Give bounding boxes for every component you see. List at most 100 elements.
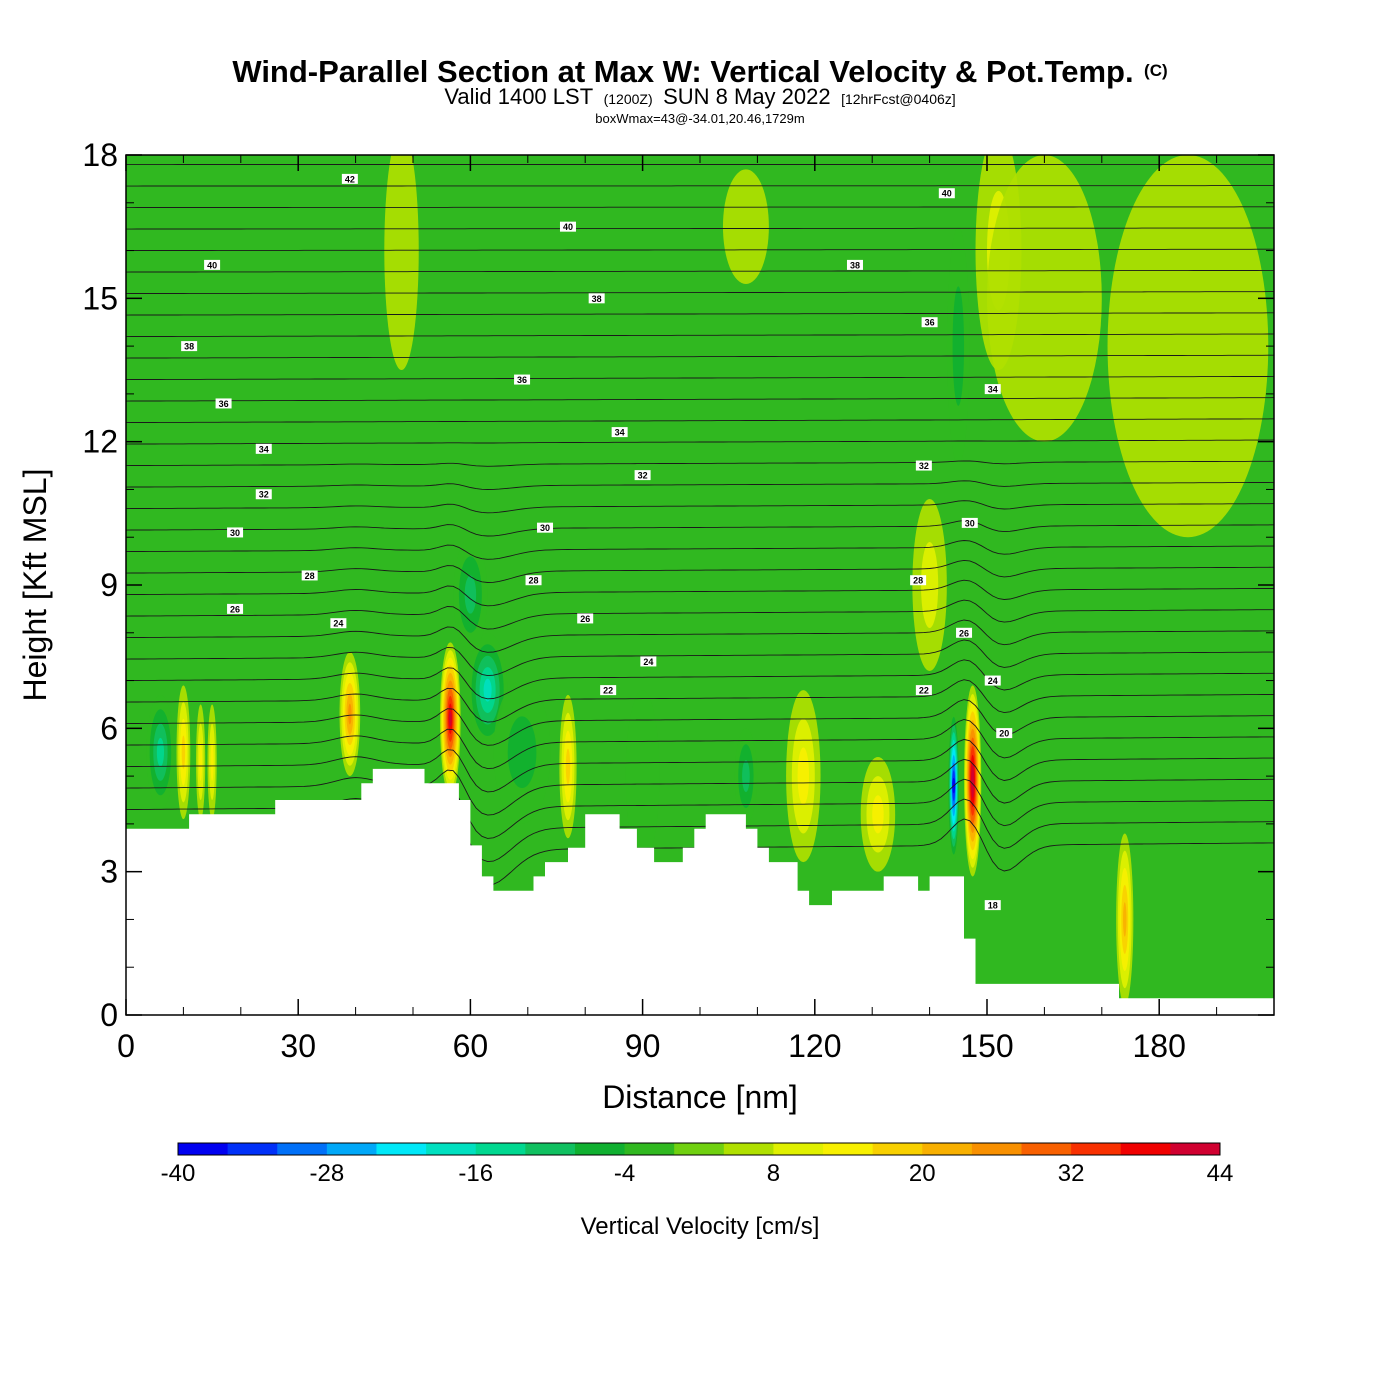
contour-label-text: 22	[919, 686, 929, 696]
contour-label-text: 24	[333, 619, 343, 629]
theta-contour-6	[126, 699, 1274, 746]
w-band	[952, 286, 965, 406]
w-cell-21	[987, 155, 1102, 442]
contour-label-box	[984, 675, 1001, 686]
w-cell-23	[946, 226, 970, 466]
chart-title: Wind-Parallel Section at Max W: Vertical…	[232, 54, 1167, 89]
contour-label-text: 36	[219, 399, 229, 409]
contour-label-21: 38	[846, 259, 863, 270]
colorbar-swatch	[971, 1143, 1023, 1155]
chart-subtitle: Valid 1400 LST (1200Z) SUN 8 May 2022 [1…	[444, 84, 955, 109]
contour-label-box	[330, 618, 347, 629]
contour-label-31: 18	[984, 900, 1001, 911]
theta-contour-11	[126, 599, 1274, 630]
w-cell-10	[734, 728, 758, 824]
w-band	[742, 760, 750, 793]
w-band	[384, 155, 419, 370]
theta-contour-24	[126, 333, 1274, 338]
contour-label-text: 34	[259, 444, 269, 454]
contour-label-7: 28	[301, 570, 318, 581]
contour-label-box	[204, 259, 221, 270]
contour-label-text: 28	[305, 571, 315, 581]
theta-contour-31	[126, 185, 1274, 187]
contour-label-text: 24	[643, 657, 653, 667]
w-band	[971, 772, 975, 790]
subtitle-box-info: boxWmax=43@-34.01,20.46,1729m	[595, 111, 804, 126]
y-tick-label: 6	[100, 710, 118, 746]
theta-contour-15	[126, 520, 1274, 537]
w-cell-12	[860, 757, 896, 872]
theta-contour-3	[126, 758, 1274, 816]
contour-label-text: 38	[850, 260, 860, 270]
theta-contour-12	[126, 579, 1274, 607]
w-cell-9	[625, 690, 660, 863]
w-band	[1107, 155, 1269, 538]
w-cell-15	[1116, 833, 1134, 1006]
contour-label-text: 42	[345, 174, 355, 184]
theta-contour-14	[126, 540, 1274, 560]
colorbar-swatch	[674, 1143, 725, 1155]
colorbar-swatch	[525, 1143, 576, 1155]
contour-label-12: 36	[514, 374, 531, 385]
theta-contour-19	[126, 439, 1274, 445]
w-band	[199, 742, 203, 781]
theta-contour-25	[126, 312, 1274, 316]
x-tick-label: 120	[788, 1028, 841, 1064]
contour-label-box	[588, 293, 605, 304]
contour-label-box	[577, 613, 594, 624]
w-cell-14	[964, 685, 982, 877]
colorbar-swatch	[376, 1143, 427, 1155]
contour-label-box	[938, 188, 955, 199]
w-band	[625, 690, 660, 863]
theta-contour-21	[126, 397, 1274, 402]
subtitle-date: SUN 8 May 2022	[663, 84, 831, 109]
w-cell-8	[559, 694, 577, 839]
contour-label-text: 30	[965, 518, 975, 528]
contour-label-text: 32	[638, 471, 648, 481]
theta-contour-20	[126, 418, 1274, 424]
contour-label-25: 30	[961, 517, 978, 528]
theta-contour-30	[126, 206, 1274, 209]
contour-label-box	[215, 398, 232, 409]
contour-label-box	[910, 575, 927, 586]
colorbar-tick-label: -4	[614, 1160, 635, 1187]
contour-label-box	[640, 656, 657, 667]
contour-label-28: 24	[984, 675, 1001, 686]
w-band	[872, 795, 884, 834]
colorbar-swatch	[475, 1143, 526, 1155]
x-tick-label: 30	[280, 1028, 316, 1064]
contour-label-text: 26	[230, 604, 240, 614]
contour-label-16: 28	[525, 575, 542, 586]
contour-label-box	[984, 900, 1001, 911]
contour-label-box	[514, 374, 531, 385]
theta-contour-22	[126, 375, 1274, 381]
contour-label-11: 38	[588, 293, 605, 304]
contour-label-box	[984, 384, 1001, 395]
x-tick-label: 150	[960, 1028, 1013, 1064]
x-tick-label: 180	[1133, 1028, 1186, 1064]
w-band	[464, 575, 477, 614]
theta-contour-28	[126, 248, 1274, 252]
w-band	[722, 169, 769, 284]
theta-contour-8	[126, 659, 1274, 700]
colorbar-swatch	[1120, 1143, 1171, 1155]
w-cell-5	[439, 642, 461, 796]
contour-label-box	[956, 627, 973, 638]
contour-label-1: 40	[204, 259, 221, 270]
contour-label-24: 32	[915, 460, 932, 471]
contour-label-30: 20	[996, 728, 1013, 739]
theta-contour-23	[126, 354, 1274, 359]
colorbar-swatch	[723, 1143, 774, 1155]
w-cell-0	[176, 685, 191, 820]
colorbar-swatch	[1071, 1143, 1122, 1155]
plot-area: 4240383634323028262440383634323028262422…	[82, 137, 1275, 1064]
theta-contour-16	[126, 500, 1274, 514]
contour-label-9: 24	[330, 618, 347, 629]
contour-label-box	[634, 470, 651, 481]
x-tick-label: 60	[453, 1028, 489, 1064]
colorbar-swatch	[326, 1143, 377, 1155]
colorbar-swatch	[1170, 1143, 1221, 1155]
w-band	[797, 747, 810, 805]
